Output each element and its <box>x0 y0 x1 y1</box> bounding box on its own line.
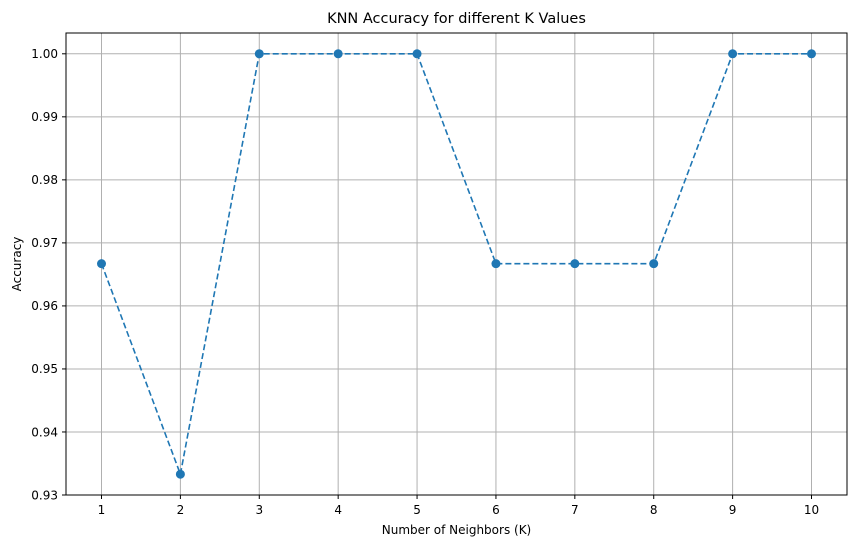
series-line <box>100 53 812 475</box>
x-tick-label: 2 <box>177 503 185 517</box>
data-point <box>570 259 580 269</box>
y-tick-label: 0.98 <box>31 173 58 187</box>
x-axis-label: Number of Neighbors (K) <box>382 523 532 537</box>
data-point <box>728 49 738 59</box>
data-point <box>254 49 264 59</box>
x-tick-label: 1 <box>98 503 106 517</box>
series-layer <box>97 49 816 479</box>
y-tick-label: 0.96 <box>31 299 58 313</box>
x-tick-label: 5 <box>413 503 421 517</box>
y-tick-label: 0.95 <box>31 362 58 376</box>
grid <box>66 33 847 496</box>
axis-ticks <box>62 53 812 499</box>
y-tick-label: 1.00 <box>31 47 58 61</box>
x-tick-label: 9 <box>729 503 737 517</box>
y-tick-label: 0.94 <box>31 425 58 439</box>
tick-labels: 1 2 3 4 5 6 7 8 9 10 0.93 0.94 0.95 0.96 0.97 0.98 0.99 1… <box>31 47 819 517</box>
y-tick-label: 0.97 <box>31 236 58 250</box>
x-tick-label: 10 <box>804 503 819 517</box>
x-tick-label: 8 <box>650 503 658 517</box>
x-tick-label: 3 <box>255 503 263 517</box>
y-tick-label: 0.99 <box>31 110 58 124</box>
x-tick-label: 7 <box>571 503 579 517</box>
data-point <box>333 49 343 59</box>
x-tick-label: 4 <box>334 503 342 517</box>
y-axis-label: Accuracy <box>10 237 24 292</box>
data-point <box>491 259 501 269</box>
data-point <box>807 49 816 59</box>
axes-frame <box>65 32 848 496</box>
data-point <box>175 469 185 479</box>
data-point <box>649 259 659 269</box>
chart-title: KNN Accuracy for different K Values <box>327 11 586 27</box>
y-tick-label: 0.93 <box>31 488 58 502</box>
data-point <box>97 259 106 269</box>
data-point <box>412 49 422 59</box>
x-tick-label: 6 <box>492 503 500 517</box>
